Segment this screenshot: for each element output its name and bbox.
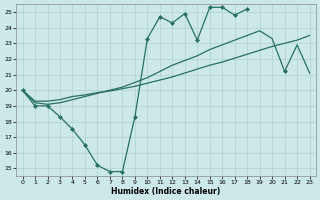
X-axis label: Humidex (Indice chaleur): Humidex (Indice chaleur): [111, 187, 221, 196]
